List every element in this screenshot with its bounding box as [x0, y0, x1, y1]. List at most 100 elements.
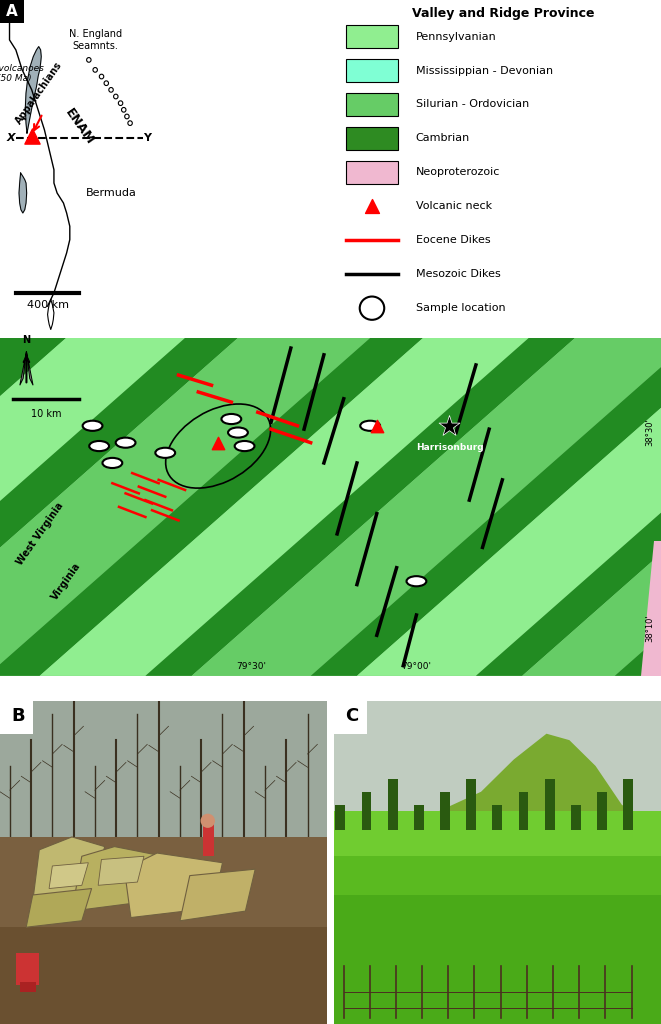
Circle shape: [102, 458, 122, 468]
Polygon shape: [26, 889, 92, 928]
Polygon shape: [334, 733, 661, 824]
Bar: [388, 779, 398, 830]
Bar: [334, 701, 661, 824]
Bar: [20, 982, 36, 991]
Circle shape: [228, 427, 248, 437]
FancyBboxPatch shape: [346, 59, 398, 82]
FancyBboxPatch shape: [346, 161, 398, 184]
Text: Silurian - Ordovician: Silurian - Ordovician: [416, 99, 529, 110]
Text: 79°00': 79°00': [401, 662, 432, 671]
Polygon shape: [0, 338, 66, 676]
Circle shape: [235, 441, 254, 452]
Polygon shape: [19, 173, 26, 213]
Polygon shape: [48, 299, 54, 330]
Text: West Virginia: West Virginia: [15, 501, 65, 567]
Bar: [414, 805, 424, 830]
Bar: [545, 779, 555, 830]
Bar: [440, 792, 450, 830]
Text: N: N: [22, 335, 30, 345]
Polygon shape: [20, 351, 33, 385]
Circle shape: [155, 447, 175, 458]
Polygon shape: [98, 856, 144, 886]
Text: Valley and Ridge Province: Valley and Ridge Province: [412, 7, 595, 19]
Bar: [335, 805, 345, 830]
Text: 38°30': 38°30': [645, 419, 654, 446]
Polygon shape: [40, 338, 529, 676]
Text: Bermuda: Bermuda: [86, 188, 136, 198]
Bar: [17, 953, 39, 985]
Text: X: X: [7, 133, 15, 143]
Circle shape: [407, 577, 426, 587]
Bar: [0, 0, 24, 24]
Bar: [492, 805, 502, 830]
Polygon shape: [145, 338, 575, 676]
Point: [371, 418, 382, 434]
Bar: [334, 817, 661, 1024]
Polygon shape: [0, 338, 423, 676]
Text: A: A: [6, 4, 18, 19]
Point: [444, 418, 455, 434]
Polygon shape: [311, 338, 661, 676]
Polygon shape: [192, 338, 661, 676]
Text: Harrisonburg: Harrisonburg: [416, 442, 483, 452]
Text: Mississippian - Devonian: Mississippian - Devonian: [416, 66, 553, 76]
Bar: [334, 811, 661, 856]
Text: B: B: [11, 707, 25, 725]
Polygon shape: [124, 853, 223, 918]
Text: Cambrian: Cambrian: [416, 133, 470, 143]
Text: 38°10': 38°10': [645, 614, 654, 642]
Text: Eocene Dikes: Eocene Dikes: [416, 236, 490, 246]
Polygon shape: [615, 338, 661, 676]
Circle shape: [360, 297, 384, 319]
Text: Neoproterozoic: Neoproterozoic: [416, 167, 500, 177]
Polygon shape: [641, 541, 661, 676]
Polygon shape: [0, 0, 70, 306]
Text: Y: Y: [143, 133, 151, 143]
Circle shape: [360, 421, 380, 431]
Circle shape: [83, 421, 102, 431]
Text: N. England
Seamnts.: N. England Seamnts.: [69, 29, 122, 51]
FancyBboxPatch shape: [346, 127, 398, 151]
FancyBboxPatch shape: [346, 25, 398, 48]
Bar: [0, 840, 327, 1024]
Bar: [203, 824, 214, 856]
Point: [213, 434, 223, 451]
Polygon shape: [72, 847, 164, 911]
Text: Appalachians: Appalachians: [13, 60, 64, 126]
Bar: [466, 779, 476, 830]
Text: Pennsylvanian: Pennsylvanian: [416, 32, 496, 42]
Polygon shape: [32, 837, 104, 901]
Bar: [519, 792, 529, 830]
Polygon shape: [522, 338, 661, 676]
Point: [26, 128, 37, 144]
Polygon shape: [0, 338, 238, 676]
Circle shape: [200, 814, 215, 827]
Polygon shape: [49, 862, 89, 889]
Text: Mesozoic Dikes: Mesozoic Dikes: [416, 269, 500, 280]
Text: C: C: [345, 707, 358, 725]
Polygon shape: [476, 338, 661, 676]
Circle shape: [116, 437, 136, 447]
Bar: [571, 805, 581, 830]
Text: 10 km: 10 km: [31, 409, 61, 419]
Bar: [597, 792, 607, 830]
Bar: [0, 701, 32, 733]
Polygon shape: [357, 338, 661, 676]
Text: 79°30': 79°30': [236, 662, 266, 671]
Text: Sample location: Sample location: [416, 303, 506, 313]
Bar: [0, 837, 327, 928]
Text: Volcanic neck: Volcanic neck: [416, 202, 492, 211]
Text: ENAM: ENAM: [62, 106, 97, 146]
Polygon shape: [25, 47, 41, 133]
Circle shape: [221, 414, 241, 424]
Bar: [0, 701, 327, 847]
Text: 400 km: 400 km: [26, 299, 69, 309]
Text: VA volcanoes
(50 Ma): VA volcanoes (50 Ma): [0, 63, 44, 83]
FancyBboxPatch shape: [346, 93, 398, 116]
Polygon shape: [0, 338, 370, 676]
Point: [367, 199, 377, 215]
Polygon shape: [180, 869, 255, 921]
Bar: [362, 792, 371, 830]
Circle shape: [89, 441, 109, 452]
Bar: [623, 779, 633, 830]
